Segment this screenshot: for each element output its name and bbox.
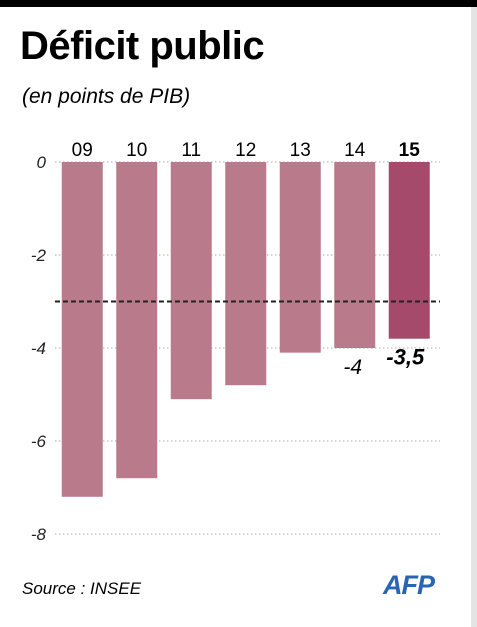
x-tick-label: 14	[344, 140, 366, 161]
right-border	[471, 7, 477, 627]
bar-14	[334, 162, 376, 348]
x-tick-label: 13	[290, 140, 311, 161]
bar-12	[225, 162, 267, 386]
afp-logo-text: AFP	[383, 570, 435, 600]
x-tick-label: 12	[235, 140, 256, 161]
y-tick-label: -6	[31, 432, 47, 451]
x-tick-label: 10	[126, 140, 147, 161]
data-label-15: -3,5	[386, 345, 425, 370]
bar-11	[170, 162, 212, 400]
source-label: Source : INSEE	[22, 579, 142, 598]
y-tick-label: -8	[31, 525, 47, 544]
y-tick-label: 0	[37, 153, 47, 172]
data-label-14: -4	[343, 356, 362, 379]
afp-logo: AFP	[383, 569, 455, 601]
bar-10	[116, 162, 158, 479]
y-tick-label: -2	[31, 246, 47, 265]
chart-title: Déficit public	[20, 24, 265, 68]
x-tick-label: 15	[399, 140, 421, 161]
x-tick-label: 11	[181, 140, 201, 161]
bar-13	[279, 162, 321, 353]
x-tick-label: 09	[72, 140, 93, 161]
y-tick-label: -4	[31, 339, 46, 358]
bar-09	[61, 162, 103, 497]
top-border	[0, 0, 477, 7]
chart-subtitle: (en points de PIB)	[22, 85, 191, 108]
bar-15	[388, 162, 430, 339]
